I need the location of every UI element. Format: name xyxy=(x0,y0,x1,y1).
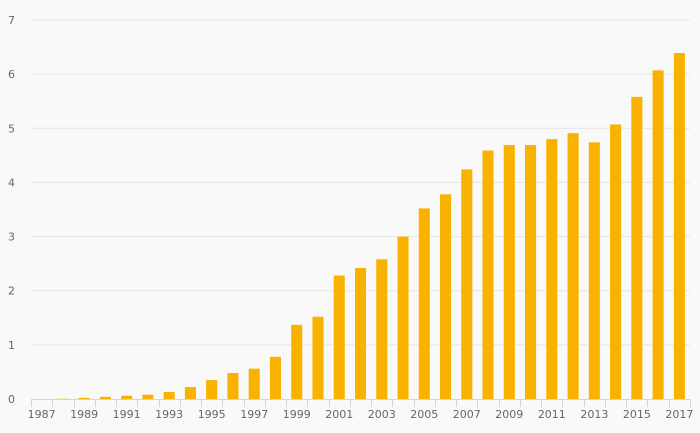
bar-2010 xyxy=(525,145,537,399)
y-tick-label: 1 xyxy=(8,339,15,352)
x-tick-label: 1999 xyxy=(283,408,311,421)
x-tick-label: 1989 xyxy=(70,408,98,421)
x-tick-label: 2003 xyxy=(368,408,396,421)
x-axis-ticks xyxy=(31,399,691,407)
bar-2013 xyxy=(588,142,600,399)
bar-2000 xyxy=(312,316,324,399)
x-tick-label: 2009 xyxy=(495,408,523,421)
bar-1995 xyxy=(206,380,218,399)
bar-2015 xyxy=(631,96,643,399)
x-axis-labels: 1987 1989 1991 1993 1995 1997 1999 2001 2003 2005… xyxy=(28,408,694,421)
bar-1997 xyxy=(248,368,260,399)
x-tick-label: 1997 xyxy=(240,408,268,421)
x-tick-label: 2007 xyxy=(453,408,481,421)
bar-1994 xyxy=(184,387,196,399)
bar-1990 xyxy=(99,396,111,399)
bar-2002 xyxy=(354,267,367,399)
x-tick-label: 2011 xyxy=(538,408,566,421)
bar-1991 xyxy=(121,395,133,399)
x-tick-label: 1995 xyxy=(198,408,226,421)
bar-2012 xyxy=(567,133,579,399)
bar-1992 xyxy=(142,394,154,399)
x-tick-label: 1987 xyxy=(28,408,56,421)
bar-2007 xyxy=(461,169,473,399)
y-tick-label: 5 xyxy=(8,122,15,135)
bar-2009 xyxy=(503,145,515,399)
y-tick-label: 4 xyxy=(8,176,15,189)
bars xyxy=(57,53,685,400)
bar-2006 xyxy=(440,194,452,399)
bar-2017 xyxy=(673,53,685,400)
bar-1996 xyxy=(227,373,239,399)
bar-2016 xyxy=(652,70,664,400)
bar-2004 xyxy=(397,236,409,399)
bar-2008 xyxy=(482,150,494,399)
y-tick-label: 2 xyxy=(8,285,15,298)
x-tick-label: 1993 xyxy=(155,408,183,421)
y-tick-label: 0 xyxy=(8,393,15,406)
bar-1989 xyxy=(78,397,90,399)
y-tick-label: 6 xyxy=(8,68,15,81)
grid-lines xyxy=(31,19,690,346)
bar-1999 xyxy=(291,324,303,399)
x-tick-label: 2001 xyxy=(325,408,353,421)
bar-2005 xyxy=(418,208,430,399)
y-axis-labels: 0 1 2 3 4 5 6 7 xyxy=(8,14,15,406)
x-tick-label: 2015 xyxy=(623,408,651,421)
bar-2003 xyxy=(376,259,388,399)
x-tick-label: 2013 xyxy=(580,408,608,421)
x-tick-label: 1991 xyxy=(113,408,141,421)
bar-2014 xyxy=(610,124,622,399)
bar-2011 xyxy=(546,139,558,399)
bar-2001 xyxy=(333,275,345,399)
bar-1998 xyxy=(269,356,281,399)
x-tick-label: 2017 xyxy=(665,408,693,421)
y-tick-label: 3 xyxy=(8,231,15,244)
x-tick-label: 2005 xyxy=(410,408,438,421)
bar-1993 xyxy=(163,391,175,399)
y-tick-label: 7 xyxy=(8,14,15,27)
